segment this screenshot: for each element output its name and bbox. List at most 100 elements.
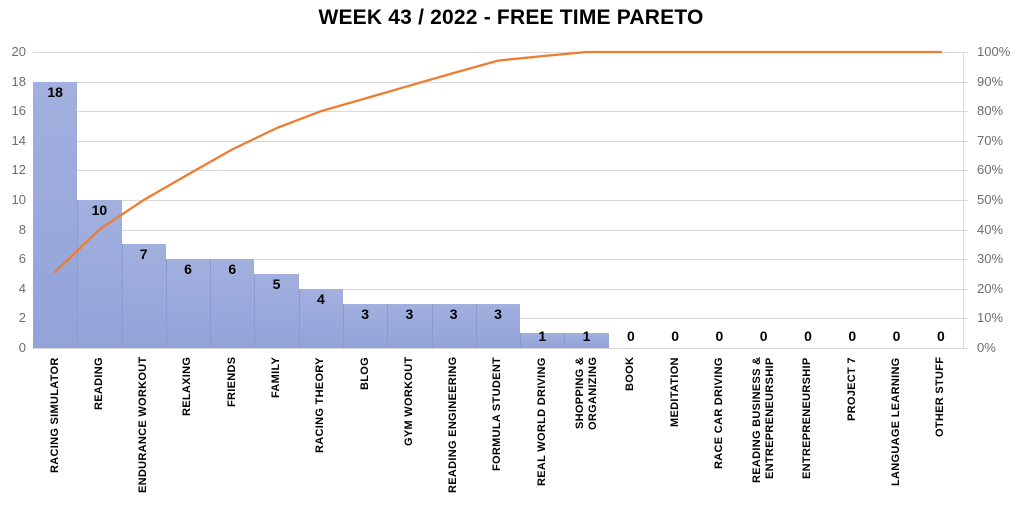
bar-value-label: 3: [405, 305, 414, 322]
bar[interactable]: [298, 288, 343, 348]
bar[interactable]: [387, 303, 432, 348]
gridline: [33, 111, 963, 113]
category-label: ENDURANCE WORKOUT: [122, 357, 166, 510]
bar[interactable]: [254, 274, 299, 348]
gridline: [33, 81, 963, 83]
category-label: ENTREPRENEURSHIP: [786, 357, 830, 510]
left-axis-tick-label: 0: [18, 340, 26, 355]
bar-value-label: 0: [671, 328, 680, 344]
left-axis-tick-label: 12: [11, 162, 26, 178]
bar-value-label: 5: [272, 276, 281, 292]
right-axis-tick: [963, 111, 968, 113]
left-axis-tick-label: 10: [11, 192, 26, 207]
category-label: FAMILY: [254, 357, 298, 510]
bar-value-label: 0: [892, 328, 901, 344]
right-axis-tick: [963, 170, 968, 172]
right-axis-tick-label: 10%: [977, 310, 1004, 326]
right-axis-line: [963, 52, 964, 348]
gridline: [33, 52, 963, 53]
category-label: FORMULA STUDENT: [476, 357, 520, 510]
bar[interactable]: [343, 303, 388, 348]
left-axis-tick-label: 20: [11, 44, 26, 59]
right-axis-tick: [963, 259, 968, 261]
bar-value-label: 4: [316, 290, 325, 307]
category-label-text: READING: [92, 357, 105, 410]
category-label: BLOG: [343, 357, 387, 510]
bar[interactable]: [121, 244, 166, 348]
category-label: RACING SIMULATOR: [33, 357, 77, 510]
right-axis-tick-label: 40%: [977, 221, 1004, 237]
category-label-text: FORMULA STUDENT: [491, 357, 504, 472]
category-label: RELAXING: [166, 357, 210, 510]
gridline: [33, 288, 963, 290]
category-label-text: RACING SIMULATOR: [48, 357, 61, 473]
category-label-text: FRIENDS: [225, 357, 238, 408]
right-axis-tick-label: 20%: [977, 280, 1004, 296]
left-axis-tick-label: 2: [18, 310, 26, 326]
right-axis-tick-label: 60%: [977, 162, 1004, 178]
category-label-text: ENTREPRENEURSHIP: [801, 357, 814, 479]
category-label-text: READING ENGINEERING: [447, 357, 460, 494]
gridline: [33, 200, 963, 201]
category-label-text: SHOPPING & ORGANIZING: [573, 357, 599, 431]
bar-value-label: 0: [936, 328, 945, 344]
bar[interactable]: [77, 200, 122, 348]
category-label: READING BUSINESS & ENTREPRENEURSHIP: [742, 357, 786, 510]
category-label-text: ENDURANCE WORKOUT: [137, 357, 150, 494]
bar-value-label: 10: [91, 202, 108, 218]
category-label: READING ENGINEERING: [432, 357, 476, 510]
right-axis-tick: [963, 140, 968, 142]
category-label-text: MEDITATION: [668, 357, 681, 427]
category-label-text: RACE CAR DRIVING: [712, 357, 725, 469]
bar-value-label: 6: [228, 261, 237, 278]
left-axis-tick-label: 18: [11, 73, 26, 89]
bar[interactable]: [564, 333, 609, 348]
bar-value-label: 3: [361, 305, 370, 322]
right-axis-tick-label: 30%: [977, 251, 1004, 267]
bar-value-label: 18: [47, 83, 63, 100]
bar-value-label: 0: [759, 328, 768, 344]
bar-value-label: 3: [494, 305, 502, 322]
gridline: [33, 229, 963, 231]
category-label: RACING THEORY: [299, 357, 343, 510]
cumulative-line-path[interactable]: [53, 50, 943, 274]
bar[interactable]: [520, 333, 565, 348]
bar-value-label: 0: [804, 328, 812, 344]
category-label-text: REAL WORLD DRIVING: [535, 357, 548, 486]
category-label: FRIENDS: [210, 357, 254, 510]
right-axis-tick: [963, 348, 968, 349]
bar[interactable]: [475, 303, 521, 348]
category-label-text: RACING THEORY: [314, 357, 327, 453]
category-label: REAL WORLD DRIVING: [520, 357, 564, 510]
gridline: [33, 140, 963, 142]
right-axis-tick-label: 0%: [977, 340, 996, 355]
bar-value-label: 0: [848, 328, 857, 344]
category-label: SHOPPING & ORGANIZING: [564, 357, 608, 510]
right-axis-tick: [963, 229, 968, 231]
bar[interactable]: [33, 81, 78, 348]
right-axis-tick-label: 80%: [977, 103, 1004, 119]
right-axis-tick: [963, 81, 968, 83]
cumulative-percent-line[interactable]: [33, 50, 963, 348]
bar-value-label: 7: [139, 246, 148, 263]
category-label-text: LANGUAGE LEARNING: [890, 357, 903, 486]
left-axis-tick-label: 8: [18, 221, 26, 237]
category-label-text: READING BUSINESS & ENTREPRENEURSHIP: [750, 357, 776, 484]
category-label-text: PROJECT 7: [845, 357, 858, 421]
gridline: [33, 170, 963, 172]
category-label: PROJECT 7: [830, 357, 874, 510]
gridline: [33, 259, 963, 261]
right-axis-tick: [963, 288, 968, 290]
bar-value-label: 0: [626, 328, 635, 344]
bar[interactable]: [165, 259, 211, 348]
bar[interactable]: [431, 303, 476, 348]
right-axis-tick-label: 50%: [977, 192, 1004, 207]
category-label: MEDITATION: [653, 357, 697, 510]
right-axis-tick: [963, 318, 968, 320]
category-label: BOOK: [609, 357, 653, 510]
category-label-text: RELAXING: [181, 357, 194, 417]
bar-value-label: 1: [582, 328, 591, 344]
category-label: OTHER STUFF: [919, 357, 963, 510]
bar[interactable]: [210, 259, 255, 348]
left-axis-tick-label: 6: [18, 251, 26, 267]
